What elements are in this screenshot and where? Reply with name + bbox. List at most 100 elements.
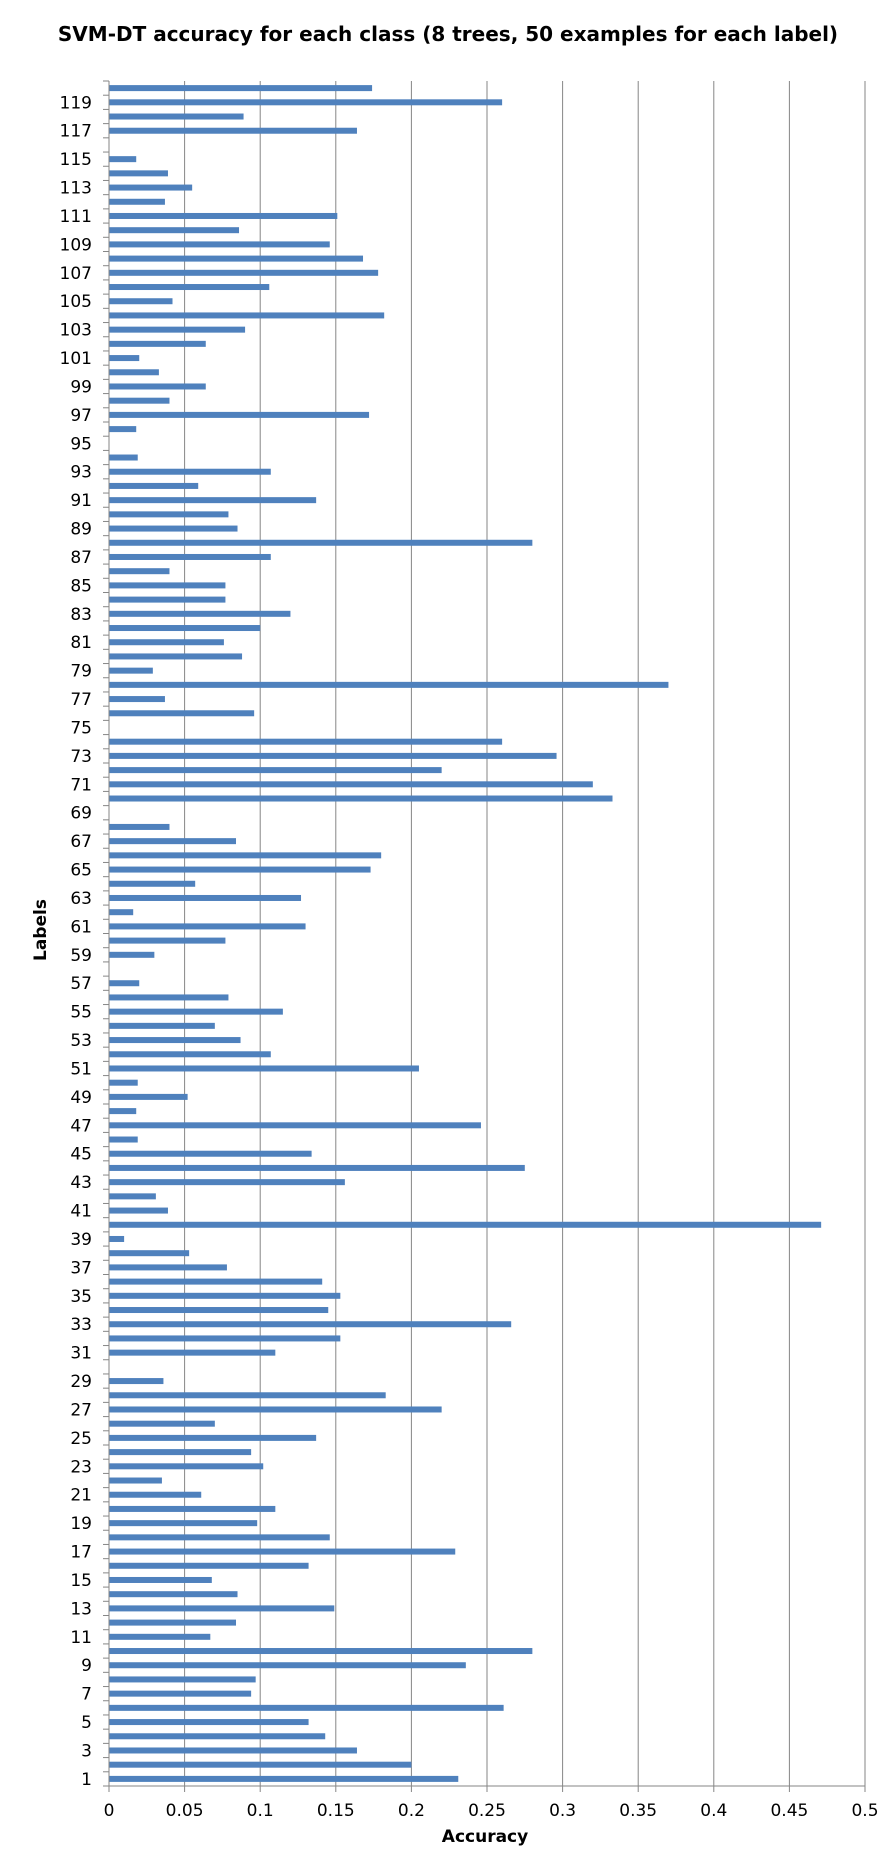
bar-label-86 [109, 568, 170, 575]
bar-label-62 [109, 909, 134, 916]
y-tick-label: 67 [70, 832, 92, 852]
bar-label-120 [109, 85, 373, 92]
bar-label-2 [109, 1761, 412, 1768]
bar-label-10 [109, 1648, 533, 1655]
x-tick-label: 0 [104, 1801, 115, 1821]
bar-label-110 [109, 227, 240, 234]
y-tick-label: 115 [60, 150, 92, 170]
bar-label-56 [109, 994, 229, 1001]
x-tick-label: 0.1 [247, 1801, 274, 1821]
y-tick-label: 87 [70, 548, 92, 568]
bar-label-25 [109, 1434, 317, 1441]
bar-label-9 [109, 1662, 466, 1669]
x-tick-label: 0.05 [166, 1801, 204, 1821]
bar-label-4 [109, 1733, 326, 1740]
y-tick-label: 71 [70, 775, 92, 795]
y-tick-label: 93 [70, 463, 92, 483]
bar-label-97 [109, 411, 370, 418]
y-tick-label: 91 [70, 491, 92, 511]
y-tick-label: 119 [60, 93, 92, 113]
bar-label-55 [109, 1008, 283, 1015]
y-tick-label: 25 [70, 1429, 92, 1449]
x-axis-title: Accuracy [442, 1827, 528, 1847]
bar-label-34 [109, 1307, 329, 1314]
bar-label-17 [109, 1548, 456, 1555]
bar-label-59 [109, 951, 155, 958]
y-tick-label: 101 [60, 349, 92, 369]
bar-label-94 [109, 454, 138, 461]
bar-label-117 [109, 127, 357, 134]
y-tick-label: 41 [70, 1202, 92, 1222]
bar-label-28 [109, 1392, 386, 1399]
bar-label-68 [109, 823, 170, 830]
bar-label-65 [109, 866, 371, 873]
y-tick-label: 3 [81, 1741, 92, 1761]
bar-label-89 [109, 525, 238, 532]
bar-label-49 [109, 1093, 188, 1100]
bar-label-103 [109, 326, 246, 333]
y-tick-label: 5 [81, 1713, 92, 1733]
y-tick-label: 89 [70, 520, 92, 540]
y-tick-label: 45 [70, 1145, 92, 1165]
bar-label-98 [109, 397, 170, 404]
gridlines [184, 81, 866, 1786]
bar-label-73 [109, 752, 557, 759]
bar-label-93 [109, 468, 271, 475]
bar-label-43 [109, 1179, 345, 1186]
bar-label-61 [109, 923, 306, 930]
bars [109, 85, 822, 1782]
x-tick-label: 0.5 [851, 1801, 878, 1821]
bar-label-108 [109, 255, 364, 262]
bar-label-12 [109, 1619, 237, 1626]
y-tick-label: 61 [70, 917, 92, 937]
y-tick-label: 7 [81, 1685, 92, 1705]
bar-label-40 [109, 1221, 822, 1228]
y-tick-label: 29 [70, 1372, 92, 1392]
bar-label-24 [109, 1449, 252, 1456]
y-tick-label: 117 [60, 122, 92, 142]
bar-label-23 [109, 1463, 264, 1470]
y-tick-label: 31 [70, 1344, 92, 1364]
bar-label-3 [109, 1747, 357, 1754]
bar-label-44 [109, 1164, 525, 1171]
bar-label-96 [109, 426, 137, 433]
bar-label-1 [109, 1775, 459, 1782]
y-tick-label: 85 [70, 576, 92, 596]
x-tick-label: 0.4 [700, 1801, 727, 1821]
bar-label-77 [109, 696, 165, 703]
bar-label-11 [109, 1633, 211, 1640]
x-tick-label: 0.2 [398, 1801, 425, 1821]
y-tick-label: 95 [70, 434, 92, 454]
y-tick-label: 51 [70, 1059, 92, 1079]
y-tick-label: 97 [70, 406, 92, 426]
bar-label-71 [109, 781, 593, 788]
y-tick-label: 15 [70, 1571, 92, 1591]
y-tick-label: 47 [70, 1116, 92, 1136]
bar-label-22 [109, 1477, 162, 1484]
y-tick-label: 27 [70, 1400, 92, 1420]
y-tick-label: 33 [70, 1315, 92, 1335]
bar-label-100 [109, 369, 159, 376]
bar-label-6 [109, 1704, 504, 1711]
y-tick-label: 17 [70, 1543, 92, 1563]
bar-label-112 [109, 198, 165, 205]
bar-label-26 [109, 1420, 215, 1427]
y-tick-labels: 1357911131517192123252729313335373941434… [60, 93, 92, 1790]
bar-label-76 [109, 710, 255, 717]
bar-label-38 [109, 1250, 190, 1257]
bar-label-102 [109, 340, 206, 347]
bar-label-33 [109, 1321, 512, 1328]
axes [103, 80, 866, 1792]
bar-label-60 [109, 937, 226, 944]
bar-label-111 [109, 212, 338, 219]
bar-label-115 [109, 156, 137, 163]
bar-label-15 [109, 1576, 212, 1583]
y-tick-label: 73 [70, 747, 92, 767]
bar-label-18 [109, 1534, 330, 1541]
bar-label-48 [109, 1108, 137, 1115]
y-tick-label: 1 [81, 1770, 92, 1790]
bar-label-78 [109, 681, 669, 688]
y-tick-label: 79 [70, 662, 92, 682]
bar-label-57 [109, 980, 140, 987]
